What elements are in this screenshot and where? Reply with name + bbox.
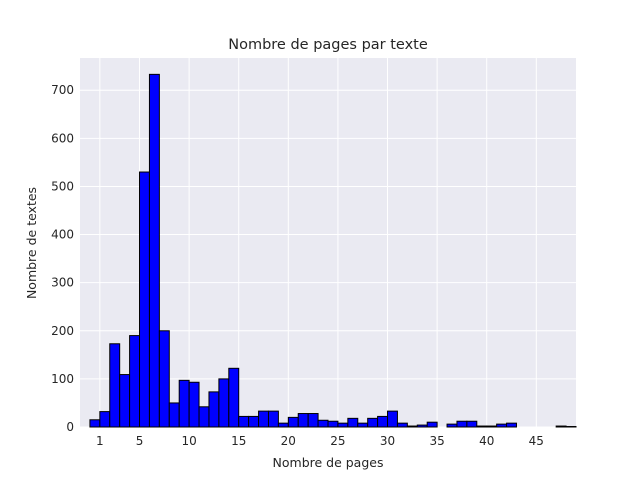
- x-tick-label: 40: [479, 434, 494, 448]
- histogram-bar: [188, 381, 200, 428]
- histogram-bar: [248, 415, 260, 428]
- x-tick-label: 25: [330, 434, 345, 448]
- y-tick-label: 0: [66, 420, 74, 434]
- histogram-bar: [267, 410, 279, 428]
- histogram-bar: [258, 410, 269, 428]
- histogram-bar: [139, 171, 150, 428]
- chart-title: Nombre de pages par texte: [228, 37, 428, 53]
- x-tick-label: 35: [429, 434, 444, 448]
- x-tick-label: 45: [529, 434, 544, 448]
- y-axis-label: Nombre de textes: [24, 187, 39, 299]
- y-tick-label: 400: [51, 228, 74, 242]
- histogram-bar: [446, 423, 458, 428]
- histogram-bar: [238, 415, 250, 428]
- x-tick-label: 5: [136, 434, 144, 448]
- x-tick-label: 15: [231, 434, 246, 448]
- y-tick-labels: 0 100 200 300 400 500 600 700: [51, 83, 74, 434]
- histogram-bar: [367, 417, 379, 428]
- histogram-bar: [426, 421, 438, 428]
- histogram-bar: [496, 423, 508, 428]
- x-tick-label: 1: [96, 434, 104, 448]
- histogram-bar: [228, 367, 240, 428]
- histogram-bar: [387, 410, 398, 428]
- x-tick-label: 20: [281, 434, 296, 448]
- y-tick-label: 100: [51, 372, 74, 386]
- histogram-bar: [89, 419, 101, 428]
- y-tick-label: 500: [51, 179, 74, 193]
- y-tick-label: 700: [51, 83, 74, 97]
- histogram-bar: [506, 422, 517, 428]
- histogram-bar: [99, 411, 111, 428]
- y-tick-label: 300: [51, 276, 74, 290]
- histogram-bar: [109, 343, 121, 428]
- y-tick-label: 200: [51, 324, 74, 338]
- histogram-bar: [357, 422, 369, 428]
- histogram-bar: [347, 417, 359, 428]
- y-tick-label: 600: [51, 131, 74, 145]
- bars: [89, 73, 577, 428]
- histogram-bar: [377, 415, 389, 428]
- histogram-bar: [129, 335, 141, 428]
- histogram-bar: [158, 330, 170, 428]
- histogram-bar: [396, 422, 408, 428]
- histogram-bar: [416, 424, 428, 428]
- histogram-bar: [168, 402, 180, 428]
- histogram-bar: [287, 416, 299, 428]
- histogram-bar: [476, 425, 488, 428]
- histogram-bar: [466, 420, 478, 428]
- histogram-bar: [486, 425, 498, 428]
- x-axis-label: Nombre de pages: [273, 455, 384, 470]
- histogram-bar: [208, 391, 220, 428]
- histogram-bar: [297, 413, 309, 428]
- histogram-bar: [456, 420, 468, 428]
- histogram-bar: [317, 419, 329, 428]
- histogram-bar: [148, 73, 160, 428]
- histogram-bar: [555, 425, 567, 428]
- histogram-bar: [337, 422, 349, 428]
- x-tick-label: 30: [380, 434, 395, 448]
- x-tick-label: 10: [181, 434, 196, 448]
- histogram-bar: [198, 406, 210, 428]
- histogram-bar: [119, 374, 131, 428]
- histogram-bar: [178, 379, 190, 428]
- x-tick-labels: 1 5 10 15 20 25 30 35 40 45: [96, 434, 544, 448]
- histogram-bar: [218, 378, 230, 428]
- histogram-bar: [307, 413, 319, 428]
- histogram-bar: [327, 420, 339, 428]
- histogram-bar: [277, 422, 289, 428]
- histogram-bar: [406, 425, 418, 428]
